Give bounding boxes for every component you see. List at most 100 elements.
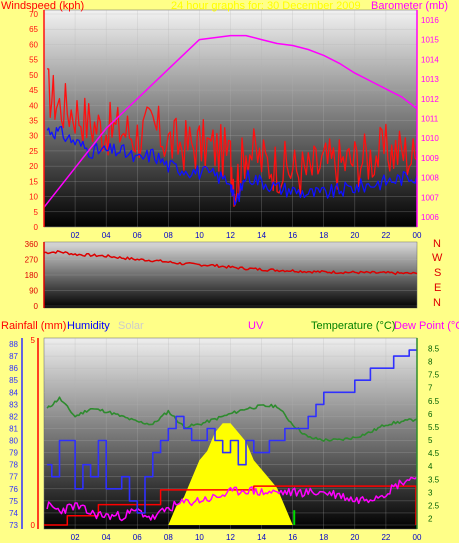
compass-n-bottom: N: [433, 297, 441, 309]
compass-e: E: [434, 282, 442, 294]
tick-barometer: 1006: [421, 213, 439, 222]
solar-title: Solar: [118, 320, 144, 332]
tick-windspeed: 65: [29, 25, 38, 34]
series-humidity: [47, 349, 417, 514]
tick-windspeed: 70: [29, 10, 38, 19]
tick-temperature: 8: [428, 358, 433, 367]
tick-humidity: 77: [9, 473, 18, 482]
tick-temperature: 8.5: [428, 344, 440, 353]
tick-temperature: 2: [428, 515, 433, 524]
tick-windspeed: 55: [29, 56, 38, 65]
tick-windspeed: 10: [29, 193, 38, 202]
tick-barometer: 1015: [421, 36, 439, 45]
tick-barometer: 1009: [421, 154, 439, 163]
tick-hour: 04: [102, 533, 111, 542]
tick-temperature: 7.5: [428, 371, 440, 380]
tick-hour: 06: [133, 533, 142, 542]
tick-direction: 270: [25, 256, 39, 265]
tick-hour: 02: [71, 231, 80, 240]
rainfall-title: Rainfall (mm): [1, 320, 67, 332]
tick-hour: 16: [288, 231, 297, 240]
series-barometer: [43, 34, 418, 208]
compass-s: S: [434, 267, 442, 279]
axis-labels: 0510152025303540455055606570100610071008…: [9, 10, 440, 542]
tick-temperature: 3.5: [428, 475, 440, 484]
tick-hour: 22: [381, 231, 390, 240]
tick-humidity: 86: [9, 364, 18, 373]
tick-humidity: 76: [9, 485, 18, 494]
series-temperature: [46, 396, 418, 442]
windspeed-title: Windspeed (kph): [1, 0, 85, 12]
tick-windspeed: 5: [34, 208, 39, 217]
tick-humidity: 78: [9, 461, 18, 470]
tick-hour: 18: [319, 533, 328, 542]
tick-humidity: 81: [9, 424, 18, 433]
tick-temperature: 4.5: [428, 449, 440, 458]
tick-direction: 180: [25, 271, 39, 280]
tick-windspeed: 45: [29, 86, 38, 95]
tick-barometer: 1016: [421, 16, 439, 25]
dewpoint-title: Dew Point (°C): [394, 320, 459, 332]
tick-humidity: 88: [9, 340, 18, 349]
series-dewpoint: [46, 476, 418, 522]
tick-humidity: 84: [9, 388, 18, 397]
tick-humidity: 80: [9, 437, 18, 446]
series-windspeed-average: [46, 125, 418, 206]
tick-barometer: 1007: [421, 193, 439, 202]
tick-direction: 360: [25, 240, 39, 249]
tick-hour: 04: [102, 231, 111, 240]
tick-windspeed: 20: [29, 162, 38, 171]
tick-hour: 20: [350, 533, 359, 542]
tick-hour: 20: [350, 231, 359, 240]
tick-temperature: 2.5: [428, 501, 440, 510]
tick-rainfall: 0: [31, 521, 36, 530]
tick-humidity: 85: [9, 376, 18, 385]
tick-temperature: 5: [428, 436, 433, 445]
tick-direction: 0: [34, 302, 39, 311]
tick-barometer: 1008: [421, 174, 439, 183]
compass-w: W: [432, 252, 443, 264]
tick-windspeed: 25: [29, 147, 38, 156]
tick-hour: 10: [195, 231, 204, 240]
tick-hour: 16: [288, 533, 297, 542]
tick-hour: 08: [164, 533, 173, 542]
tick-windspeed: 0: [34, 223, 39, 232]
tick-temperature: 4: [428, 462, 433, 471]
tick-hour: 02: [71, 533, 80, 542]
chart-marks: [43, 34, 418, 526]
tick-windspeed: 15: [29, 177, 38, 186]
tick-hour: 14: [257, 231, 266, 240]
tick-barometer: 1010: [421, 134, 439, 143]
tick-windspeed: 40: [29, 101, 38, 110]
tick-windspeed: 30: [29, 132, 38, 141]
tick-temperature: 5.5: [428, 423, 440, 432]
tick-humidity: 83: [9, 400, 18, 409]
series-solar: [168, 423, 293, 525]
tick-humidity: 82: [9, 412, 18, 421]
humidity-title: Humidity: [67, 320, 110, 332]
series-wind-direction: [43, 250, 418, 276]
series-windspeed-gust: [47, 68, 418, 208]
tick-temperature: 6.5: [428, 397, 440, 406]
tick-hour: 06: [133, 231, 142, 240]
tick-barometer: 1012: [421, 95, 439, 104]
tick-temperature: 6: [428, 410, 433, 419]
tick-hour: 10: [195, 533, 204, 542]
tick-hour: 00: [413, 533, 422, 542]
tick-hour: 12: [226, 231, 235, 240]
tick-barometer: 1014: [421, 55, 439, 64]
tick-hour: 08: [164, 231, 173, 240]
tick-hour: 12: [226, 533, 235, 542]
tick-hour: 00: [413, 231, 422, 240]
tick-barometer: 1013: [421, 75, 439, 84]
tick-windspeed: 35: [29, 117, 38, 126]
compass-n-top: N: [433, 238, 441, 250]
tick-hour: 22: [381, 533, 390, 542]
tick-rainfall: 5: [31, 336, 36, 345]
tick-humidity: 75: [9, 497, 18, 506]
tick-direction: 90: [29, 287, 38, 296]
barometer-title: Barometer (mb): [371, 0, 449, 12]
tick-humidity: 87: [9, 352, 18, 361]
date-title: 24 hour graphs for: 30 December 2009: [171, 0, 361, 12]
